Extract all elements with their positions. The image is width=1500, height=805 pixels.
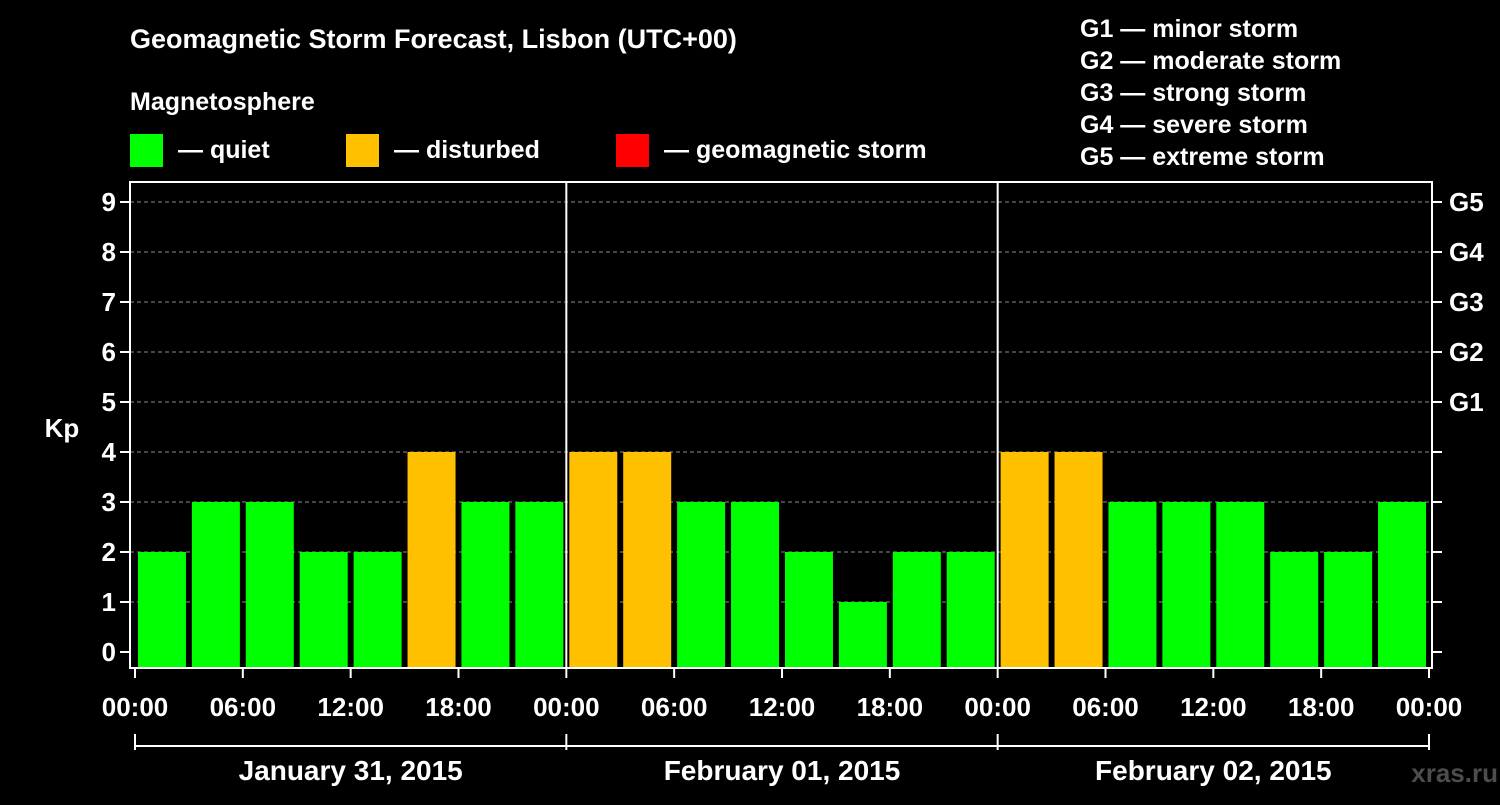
y-tick-label-5: 5 bbox=[102, 387, 116, 417]
x-tick-label-5: 06:00 bbox=[641, 692, 708, 722]
bar-23 bbox=[1378, 502, 1427, 668]
storm-scale-legend: G1 — minor storm G2 — moderate storm G3 — … bbox=[1080, 15, 1341, 171]
x-tick-label-8: 00:00 bbox=[964, 692, 1031, 722]
scale-legend-item-2: G3 — strong storm bbox=[1080, 79, 1306, 107]
y-tick-label-3: 3 bbox=[102, 487, 116, 517]
bar-14 bbox=[892, 552, 941, 668]
bar-16 bbox=[1000, 452, 1049, 668]
bar-4 bbox=[353, 552, 402, 668]
x-tick-label-0: 00:00 bbox=[102, 692, 169, 722]
bar-21 bbox=[1270, 552, 1319, 668]
y-tick-label-4: 4 bbox=[102, 437, 117, 467]
watermark: xras.ru bbox=[1411, 758, 1498, 788]
bar-8 bbox=[569, 452, 618, 668]
bar-11 bbox=[731, 502, 780, 668]
bar-6 bbox=[461, 502, 510, 668]
bar-3 bbox=[299, 552, 348, 668]
y-tick-label-2: 2 bbox=[102, 537, 116, 567]
bar-19 bbox=[1162, 502, 1211, 668]
x-tick-label-10: 12:00 bbox=[1180, 692, 1247, 722]
y-tick-label-6: 6 bbox=[102, 337, 116, 367]
bar-9 bbox=[623, 452, 672, 668]
legend-label-2: — geomagnetic storm bbox=[664, 136, 927, 164]
storm-scale-label-g5: G5 bbox=[1449, 187, 1484, 217]
x-tick-label-1: 06:00 bbox=[210, 692, 277, 722]
storm-scale-label-g3: G3 bbox=[1449, 287, 1484, 317]
legend-swatch-1 bbox=[346, 134, 379, 167]
storm-scale-label-g2: G2 bbox=[1449, 337, 1484, 367]
y-tick-label-1: 1 bbox=[102, 587, 116, 617]
bar-1 bbox=[191, 502, 240, 668]
x-tick-label-6: 12:00 bbox=[749, 692, 816, 722]
x-tick-label-11: 18:00 bbox=[1288, 692, 1355, 722]
x-axis: 00:00 06:00 12:00 18:00 00:00 06:00 12:00 18:00… bbox=[102, 668, 1463, 722]
bar-22 bbox=[1324, 552, 1373, 668]
y-tick-label-9: 9 bbox=[102, 187, 116, 217]
x-tick-label-4: 00:00 bbox=[533, 692, 600, 722]
bar-13 bbox=[838, 602, 887, 668]
scale-legend-item-4: G5 — extreme storm bbox=[1080, 143, 1325, 171]
x-tick-label-7: 18:00 bbox=[857, 692, 924, 722]
storm-scale-label-g4: G4 bbox=[1449, 237, 1484, 267]
y-axis: 0 1 2 3 4 5 6 7 8 9 G1 G2 G3 G4 G5 bbox=[102, 187, 1485, 667]
day-labels: January 31, 2015 February 01, 2015 Februar… bbox=[134, 734, 1430, 786]
day-label-1: February 01, 2015 bbox=[664, 755, 901, 786]
y-tick-label-8: 8 bbox=[102, 237, 116, 267]
legend-heading: Magnetosphere bbox=[130, 88, 315, 116]
bar-10 bbox=[677, 502, 726, 668]
legend-swatch-0 bbox=[130, 134, 163, 167]
day-label-2: February 02, 2015 bbox=[1095, 755, 1332, 786]
legend-label-0: — quiet bbox=[178, 136, 270, 164]
y-tick-label-0: 0 bbox=[102, 637, 116, 667]
bar-0 bbox=[137, 552, 186, 668]
x-tick-label-3: 18:00 bbox=[425, 692, 492, 722]
bar-2 bbox=[245, 502, 294, 668]
scale-legend-item-0: G1 — minor storm bbox=[1080, 15, 1298, 43]
bar-18 bbox=[1108, 502, 1157, 668]
bar-7 bbox=[515, 502, 564, 668]
x-tick-label-9: 06:00 bbox=[1072, 692, 1139, 722]
bars bbox=[137, 182, 1427, 668]
x-tick-label-12: 00:00 bbox=[1396, 692, 1463, 722]
y-tick-label-7: 7 bbox=[102, 287, 116, 317]
chart-title: Geomagnetic Storm Forecast, Lisbon (UTC+… bbox=[130, 24, 737, 54]
legend-swatch-2 bbox=[616, 134, 649, 167]
legend-label-1: — disturbed bbox=[394, 136, 540, 164]
scale-legend-item-1: G2 — moderate storm bbox=[1080, 47, 1341, 75]
y-axis-label: Kp bbox=[45, 413, 80, 443]
bar-17 bbox=[1054, 452, 1103, 668]
x-tick-label-2: 12:00 bbox=[317, 692, 384, 722]
bar-12 bbox=[784, 552, 833, 668]
bar-5 bbox=[407, 452, 456, 668]
bar-15 bbox=[946, 552, 995, 668]
legend: — quiet — disturbed — geomagnetic storm bbox=[130, 134, 927, 167]
storm-scale-label-g1: G1 bbox=[1449, 387, 1484, 417]
scale-legend-item-3: G4 — severe storm bbox=[1080, 111, 1308, 139]
day-label-0: January 31, 2015 bbox=[239, 755, 463, 786]
bar-20 bbox=[1216, 502, 1265, 668]
